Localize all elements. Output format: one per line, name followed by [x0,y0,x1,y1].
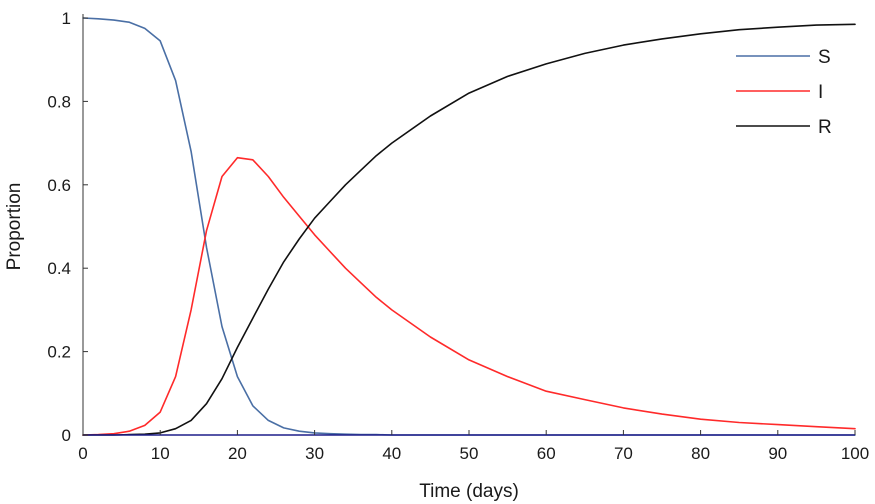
series-line-r [82,23,856,436]
legend: SIR [736,47,832,138]
y-tick-label: 0.8 [47,92,71,111]
legend-label-r: R [818,117,832,138]
x-tick-label: 30 [305,444,324,463]
x-axis-title: Time (days) [419,481,519,502]
x-tick-label: 20 [228,444,247,463]
x-tick-label: 100 [841,444,869,463]
y-axis-ticks: 0 0.2 0.4 0.6 0.8 1 [47,9,88,445]
x-axis-ticks: 0 10 20 30 40 50 60 70 80 90 100 [78,430,869,463]
x-tick-label: 70 [614,444,633,463]
series-line-s [82,17,856,436]
y-tick-label: 0.4 [47,259,71,278]
legend-label-s: S [818,47,831,68]
x-tick-label: 40 [382,444,401,463]
y-axis-title: Proportion [4,183,25,271]
y-tick-label: 0 [62,426,71,445]
y-tick-label: 1 [62,9,71,28]
x-tick-label: 90 [768,444,787,463]
y-tick-label: 0.2 [47,343,71,362]
x-tick-label: 50 [460,444,479,463]
x-tick-label: 80 [691,444,710,463]
series-line-i [82,156,856,436]
legend-label-i: I [818,82,823,103]
x-tick-label: 60 [537,444,556,463]
y-tick-label: 0.6 [47,176,71,195]
series-layer [82,17,856,436]
x-tick-label: 0 [78,444,87,463]
axes-layer [82,14,855,436]
x-tick-label: 10 [151,444,170,463]
